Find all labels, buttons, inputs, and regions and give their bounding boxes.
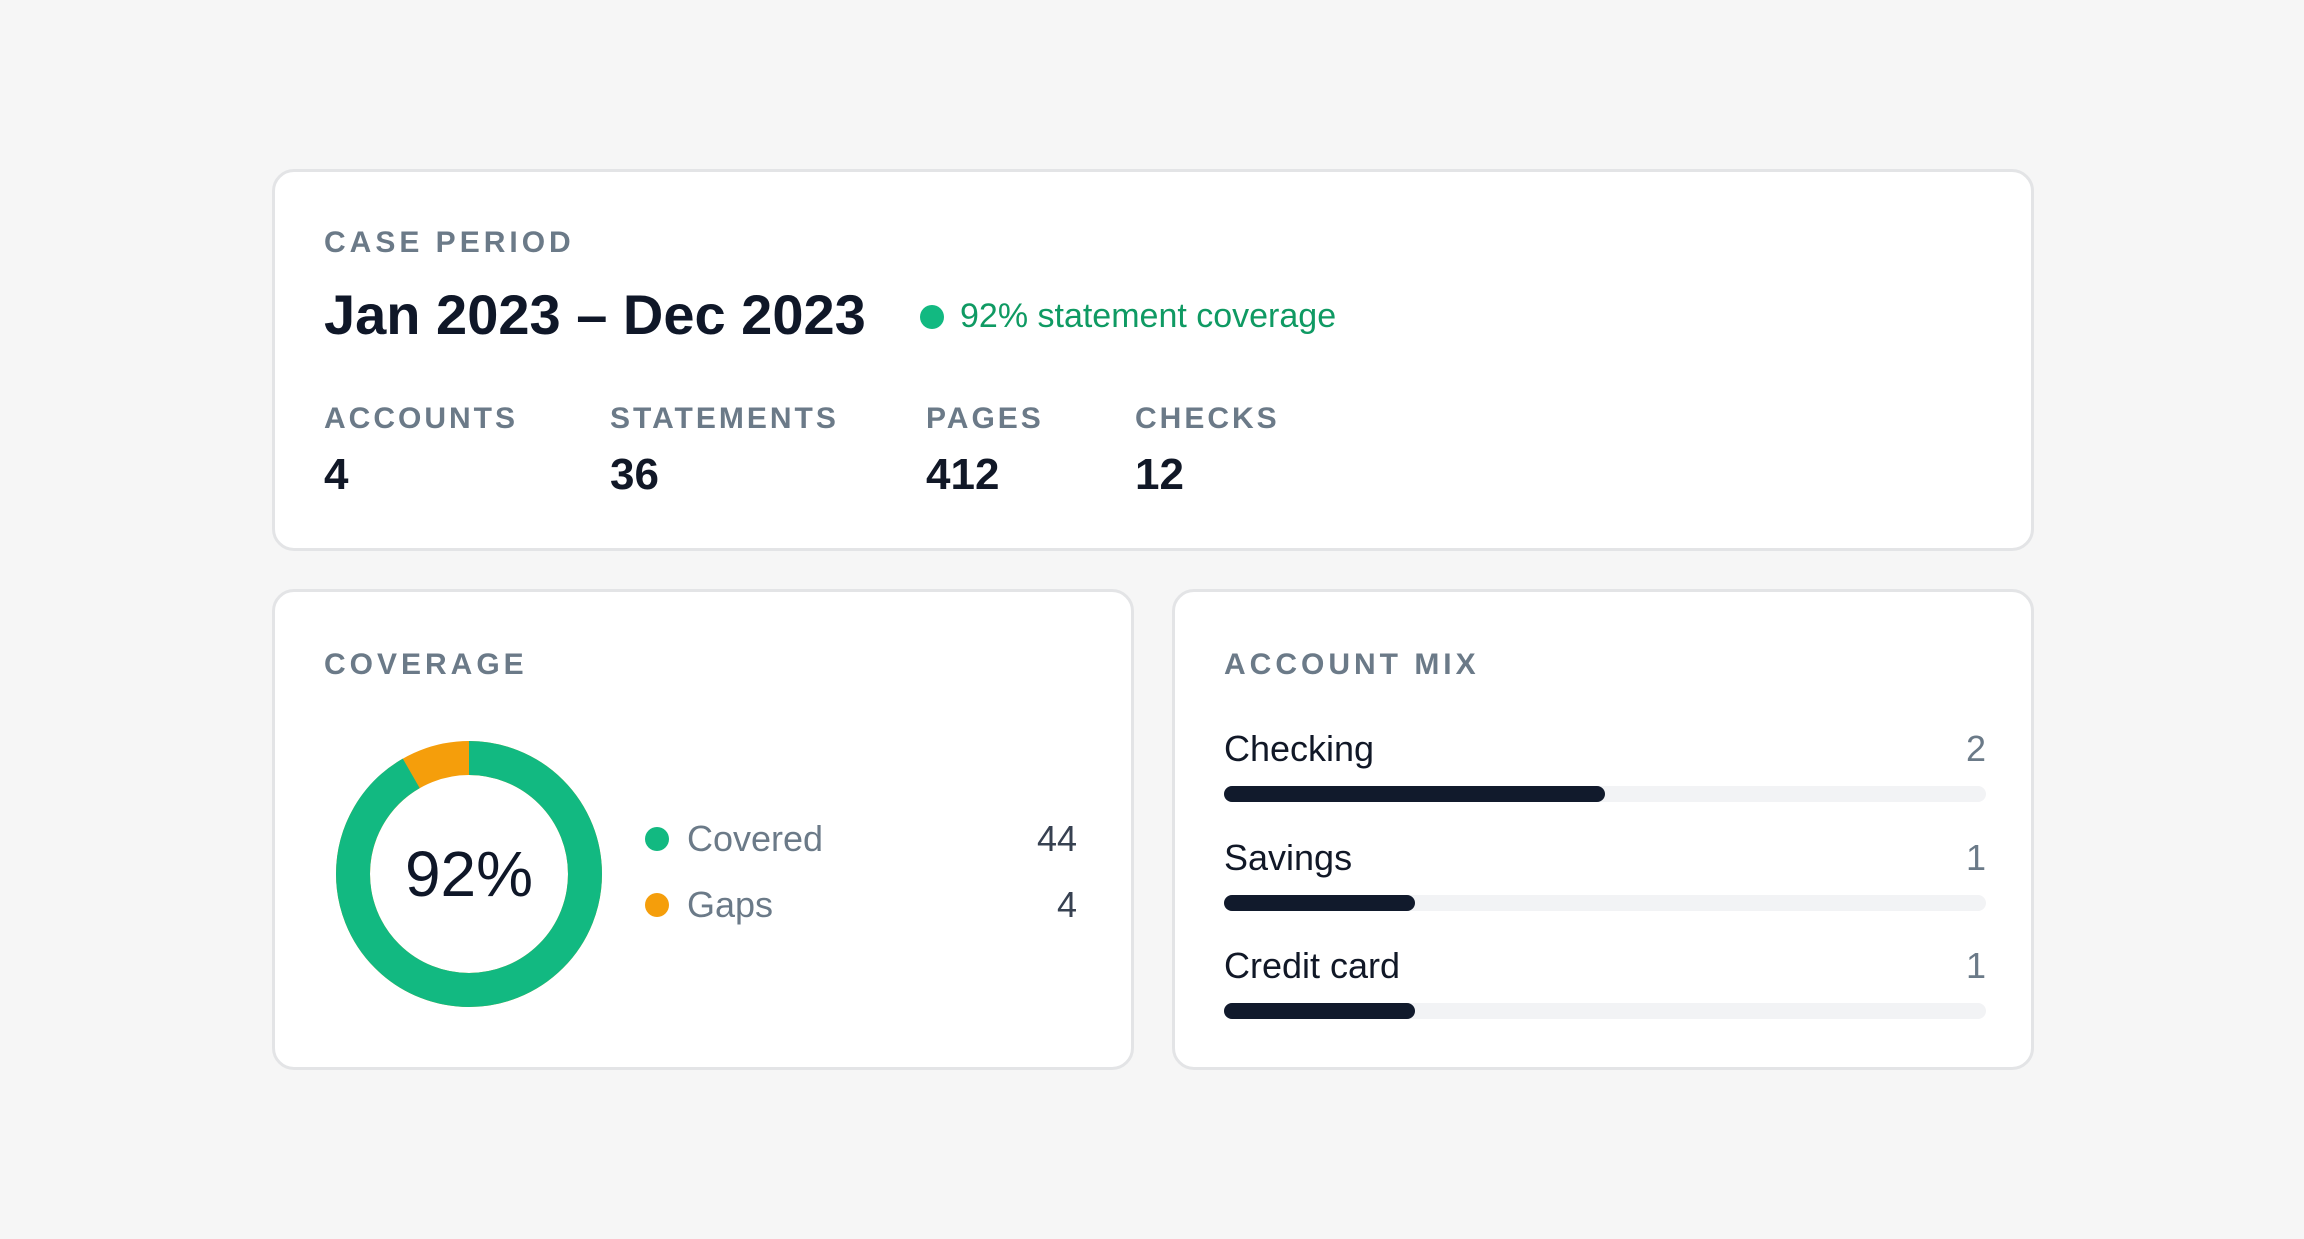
stat-pages: PAGES 412 [926,402,1044,500]
legend-value: 44 [1036,818,1077,859]
mix-bar-track [1224,786,1986,802]
case-period-card: CASE PERIOD Jan 2023 – Dec 2023 92% stat… [272,169,2034,551]
mix-count: 1 [1965,837,1986,878]
stat-label: ACCOUNTS [324,402,518,435]
stat-label: STATEMENTS [610,402,839,435]
account-mix-label: ACCOUNT MIX [1224,648,1480,681]
donut-covered-arc [336,741,602,1007]
mix-row-checking: Checking 2 [1224,728,1986,802]
mix-bar-track [1224,895,1986,911]
account-mix-card: ACCOUNT MIX Checking 2 Savings 1 Credit … [1172,589,2034,1070]
stat-label: PAGES [926,402,1044,435]
stat-value: 12 [1135,450,1184,499]
coverage-donut [336,741,602,1007]
mix-count: 1 [1965,945,1986,986]
mix-bar-fill [1224,895,1415,911]
coverage-card: COVERAGE 92% Covered 44 Gaps 4 [272,589,1134,1070]
legend-name: Covered [687,818,824,859]
legend-value: 4 [1056,884,1077,925]
status-dot-icon [920,304,944,329]
coverage-status: 92% statement coverage [920,297,1336,336]
mix-name: Savings [1224,837,1353,878]
coverage-label: COVERAGE [324,648,528,681]
stat-value: 412 [926,450,1000,499]
coverage-percent: 92% [404,838,534,910]
mix-bar-track [1224,1003,1986,1019]
mix-bar-fill [1224,786,1605,802]
legend-covered: Covered 44 [645,818,1077,860]
legend-gaps: Gaps 4 [645,884,1077,926]
coverage-status-text: 92% statement coverage [960,297,1337,335]
legend-name: Gaps [687,884,774,925]
stat-value: 36 [610,450,659,499]
stat-accounts: ACCOUNTS 4 [324,402,518,500]
stat-value: 4 [324,450,349,499]
gaps-dot-icon [645,893,669,917]
stat-label: CHECKS [1135,402,1280,435]
mix-name: Credit card [1224,945,1401,986]
case-period-range: Jan 2023 – Dec 2023 [324,283,866,346]
mix-name: Checking [1224,728,1375,769]
mix-row-savings: Savings 1 [1224,837,1986,911]
stat-statements: STATEMENTS 36 [610,402,839,500]
mix-bar-fill [1224,1003,1415,1019]
mix-row-credit-card: Credit card 1 [1224,945,1986,1019]
stat-checks: CHECKS 12 [1135,402,1280,500]
case-period-label: CASE PERIOD [324,226,575,259]
covered-dot-icon [645,827,669,851]
mix-count: 2 [1965,728,1986,769]
